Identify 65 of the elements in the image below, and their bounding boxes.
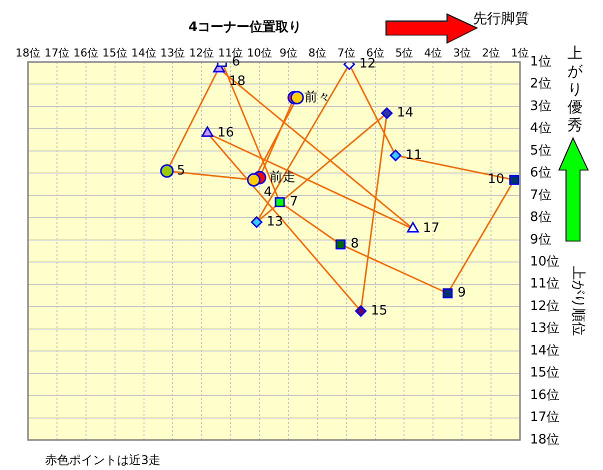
y-tick-label: 3位 [530, 98, 552, 114]
point [509, 174, 520, 185]
x-tick-label: 14位 [131, 46, 156, 60]
x-tick-label: 4位 [424, 46, 442, 60]
point [250, 216, 262, 228]
point [406, 222, 419, 233]
annotation: 4 [264, 185, 272, 200]
x-tick-label: 2位 [482, 46, 500, 60]
x-tick-label: 7位 [337, 46, 356, 60]
y-tick-label: 5位 [530, 143, 552, 158]
x-tick-label: 10位 [247, 46, 272, 60]
annotation: 7 [290, 194, 298, 210]
point [160, 164, 174, 178]
text: 先行脚質 [473, 10, 529, 28]
y-tick-label: 12位 [530, 298, 560, 314]
annotation: 前々 [304, 90, 330, 105]
point [290, 90, 304, 104]
point [246, 173, 260, 187]
x-tick-label: 18位 [16, 46, 40, 60]
y-tick-label: 10位 [530, 254, 560, 270]
annotation: 16 [217, 126, 234, 141]
point [390, 150, 402, 162]
point [201, 126, 214, 137]
x-tick-label: 13位 [160, 46, 186, 60]
y-tick-label: 18位 [530, 432, 560, 448]
point [442, 288, 453, 298]
chart-title: 4コーナー位置取り [187, 19, 303, 36]
y-tick-label: 8位 [530, 210, 552, 226]
x-tick-label: 15位 [102, 46, 128, 60]
annotation: 前走 [270, 170, 296, 185]
point [336, 239, 346, 250]
point [274, 197, 285, 208]
y-tick-label: 14位 [530, 343, 560, 358]
point [381, 107, 393, 119]
x-tick-label: 5位 [395, 46, 414, 60]
text: 赤色ポイントは近3走 [45, 452, 161, 469]
y-axis-title: 上がり順位 [569, 265, 587, 338]
x-tick-label: 12位 [189, 46, 214, 60]
y-tick-label: 7位 [530, 188, 552, 203]
annotation: 11 [406, 148, 422, 163]
point [355, 305, 367, 317]
y-tick-label: 17位 [530, 410, 560, 426]
annotation: 10 [488, 172, 504, 188]
y-tick-label: 6位 [530, 166, 552, 181]
x-tick-label: 3位 [453, 46, 472, 60]
annotation: 14 [396, 106, 414, 121]
x-tick-label: 9位 [279, 46, 298, 60]
y-tick-label: 2位 [530, 76, 552, 92]
x-tick-label: 16位 [73, 46, 98, 60]
annotation: 15 [370, 303, 388, 318]
x-tick-label: 8位 [308, 46, 326, 60]
annotation: 8 [350, 236, 359, 252]
y-tick-label: 15位 [530, 366, 560, 381]
x-tick-label: 1位 [511, 46, 529, 60]
annotation: 12 [359, 56, 376, 72]
y-tick-label: 4位 [530, 121, 552, 136]
x-tick-label: 17位 [44, 46, 70, 60]
annotation: 9 [458, 286, 466, 301]
y-tick-label: 11位 [530, 276, 560, 292]
y-tick-label: 9位 [530, 232, 552, 248]
annotation: 17 [422, 221, 440, 236]
text: 上がり優秀 [566, 44, 584, 134]
y-tick-label: 13位 [530, 321, 560, 336]
y-tick-label: 16位 [530, 388, 560, 403]
annotation: 13 [266, 214, 284, 230]
